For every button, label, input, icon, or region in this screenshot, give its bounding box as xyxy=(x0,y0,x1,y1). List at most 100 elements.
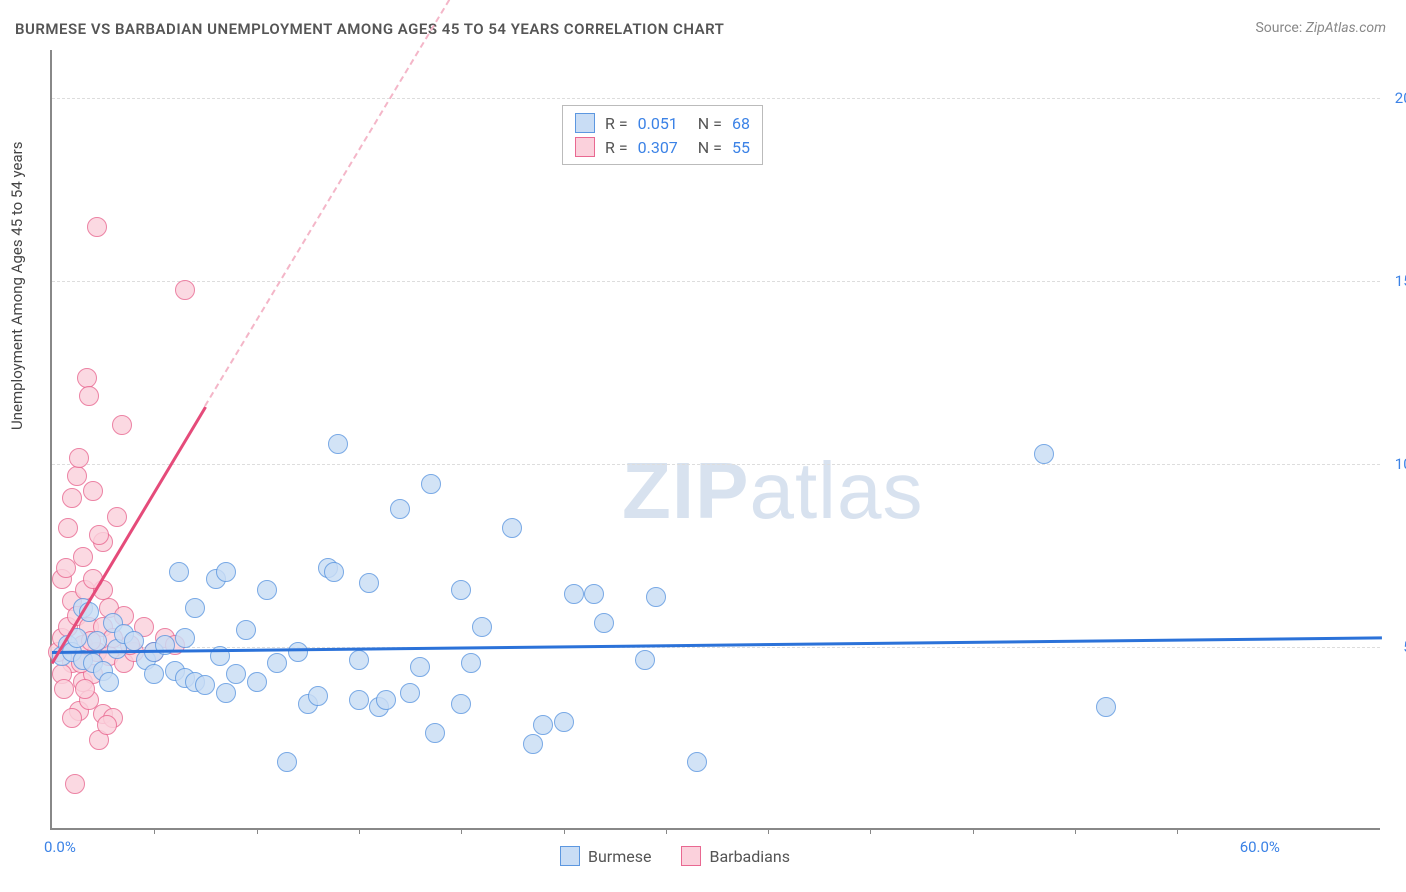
barbadians-point xyxy=(75,679,95,699)
watermark: ZIPatlas xyxy=(622,445,923,537)
grid-line xyxy=(52,464,1380,465)
burmese-point xyxy=(277,752,297,772)
burmese-point xyxy=(216,562,236,582)
barbadians-point xyxy=(58,518,78,538)
bottom-legend: Burmese Barbadians xyxy=(560,846,790,866)
x-tick-mark xyxy=(257,828,258,834)
burmese-point xyxy=(461,653,481,673)
burmese-point xyxy=(216,683,236,703)
burmese-point xyxy=(564,584,584,604)
burmese-point xyxy=(1034,444,1054,464)
barbadians-point xyxy=(73,547,93,567)
barbadians-point xyxy=(62,708,82,728)
burmese-point xyxy=(247,672,267,692)
r-value: 0.307 xyxy=(638,138,678,157)
x-tick-mark xyxy=(870,828,871,834)
barbadians-point xyxy=(69,448,89,468)
burmese-point xyxy=(451,580,471,600)
r-value: 0.051 xyxy=(638,114,678,133)
x-tick-mark xyxy=(768,828,769,834)
barbadians-swatch xyxy=(575,137,595,157)
burmese-point xyxy=(594,613,614,633)
burmese-point xyxy=(185,598,205,618)
burmese-point xyxy=(328,434,348,454)
y-tick-label: 20.0% xyxy=(1395,89,1406,107)
burmese-point xyxy=(87,631,107,651)
burmese-point xyxy=(324,562,344,582)
burmese-point xyxy=(267,653,287,673)
x-tick-mark xyxy=(973,828,974,834)
burmese-point xyxy=(410,657,430,677)
burmese-point xyxy=(195,675,215,695)
barbadians-point xyxy=(79,386,99,406)
grid-line xyxy=(52,281,1380,282)
source-attribution: Source: ZipAtlas.com xyxy=(1255,20,1386,36)
barbadians-point xyxy=(112,415,132,435)
burmese-point xyxy=(533,715,553,735)
barbadians-point xyxy=(87,217,107,237)
watermark-light: atlas xyxy=(749,446,923,535)
burmese-point xyxy=(425,723,445,743)
y-tick-label: 15.0% xyxy=(1395,272,1406,290)
burmese-legend-swatch xyxy=(560,846,580,866)
stats-row-burmese: R =0.051N =68 xyxy=(575,111,750,135)
barbadians-point xyxy=(97,715,117,735)
barbadians-point xyxy=(107,507,127,527)
burmese-point xyxy=(584,584,604,604)
burmese-point xyxy=(175,628,195,648)
x-tick-label: 0.0% xyxy=(44,838,76,856)
chart-title: BURMESE VS BARBADIAN UNEMPLOYMENT AMONG … xyxy=(15,20,724,38)
burmese-point xyxy=(400,683,420,703)
x-tick-mark xyxy=(461,828,462,834)
burmese-point xyxy=(144,664,164,684)
burmese-point xyxy=(472,617,492,637)
burmese-point xyxy=(226,664,246,684)
burmese-point xyxy=(349,650,369,670)
n-value: 68 xyxy=(732,114,750,133)
barbadians-point xyxy=(67,466,87,486)
burmese-point xyxy=(646,587,666,607)
x-tick-mark xyxy=(666,828,667,834)
x-tick-label: 60.0% xyxy=(1240,838,1280,856)
source-label: Source: xyxy=(1255,20,1305,36)
grid-line xyxy=(52,647,1380,648)
n-label: N = xyxy=(698,138,722,157)
burmese-point xyxy=(635,650,655,670)
barbadians-legend-swatch xyxy=(681,846,701,866)
x-tick-mark xyxy=(154,828,155,834)
x-tick-mark xyxy=(564,828,565,834)
plot-area: ZIPatlas R =0.051N =68R =0.307N =55 5.0%… xyxy=(50,50,1380,830)
burmese-point xyxy=(169,562,189,582)
legend-label: Barbadians xyxy=(709,847,790,866)
burmese-swatch xyxy=(575,113,595,133)
grid-line xyxy=(52,98,1380,99)
stats-legend: R =0.051N =68R =0.307N =55 xyxy=(562,105,763,165)
barbadians-point xyxy=(54,679,74,699)
n-value: 55 xyxy=(732,138,750,157)
burmese-point xyxy=(376,690,396,710)
burmese-point xyxy=(502,518,522,538)
barbadians-point xyxy=(65,774,85,794)
burmese-point xyxy=(257,580,277,600)
legend-item-burmese: Burmese xyxy=(560,846,651,866)
n-label: N = xyxy=(698,114,722,133)
burmese-point xyxy=(1096,697,1116,717)
barbadians-trend-line-extrapolated xyxy=(205,0,467,407)
burmese-point xyxy=(687,752,707,772)
burmese-point xyxy=(359,573,379,593)
legend-item-barbadians: Barbadians xyxy=(681,846,790,866)
source-name: ZipAtlas.com xyxy=(1306,20,1386,36)
x-tick-mark xyxy=(1177,828,1178,834)
burmese-point xyxy=(99,672,119,692)
x-tick-mark xyxy=(1075,828,1076,834)
burmese-point xyxy=(308,686,328,706)
burmese-point xyxy=(349,690,369,710)
burmese-point xyxy=(124,631,144,651)
barbadians-point xyxy=(83,481,103,501)
y-axis-label: Unemployment Among Ages 45 to 54 years xyxy=(8,142,26,430)
burmese-point xyxy=(523,734,543,754)
barbadians-point xyxy=(175,280,195,300)
y-tick-label: 10.0% xyxy=(1395,455,1406,473)
burmese-point xyxy=(288,642,308,662)
stats-row-barbadians: R =0.307N =55 xyxy=(575,135,750,159)
